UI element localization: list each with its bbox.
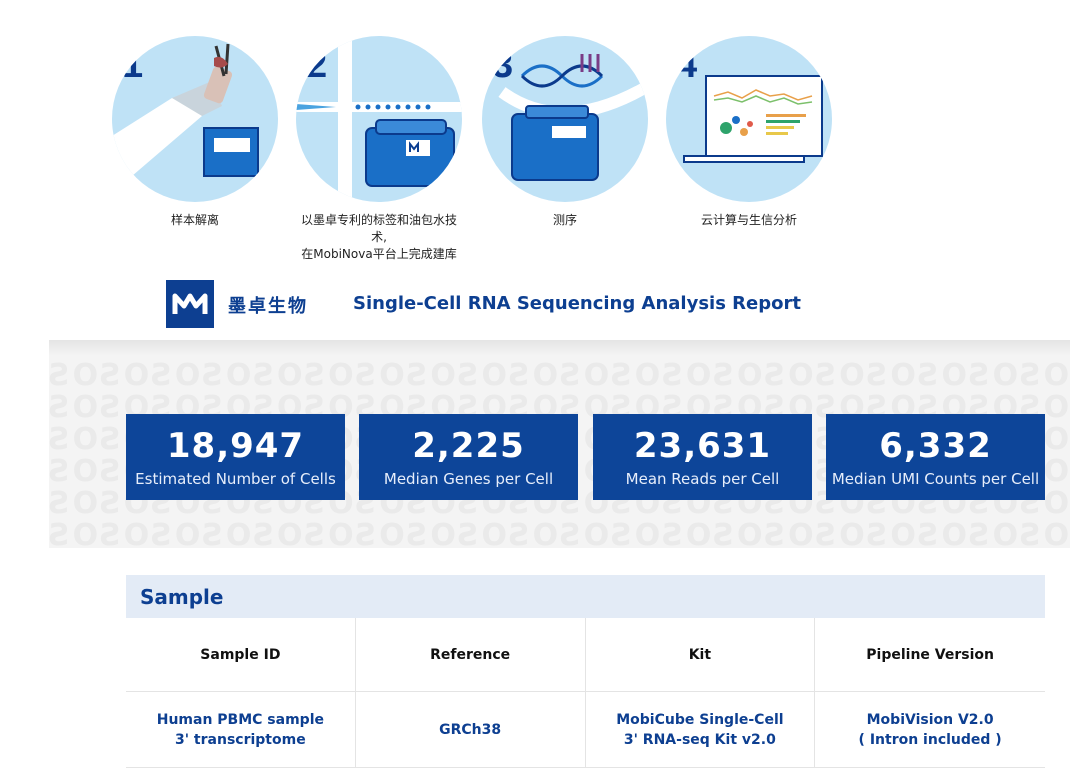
company-logo <box>166 280 214 328</box>
metric-label: Median Genes per Cell <box>383 470 554 488</box>
workflow-step-1: 1 样本解离 <box>110 36 280 229</box>
column-header: Sample ID <box>126 618 356 691</box>
metric-label: Estimated Number of Cells <box>135 470 336 488</box>
sample-table: Sample ID Reference Kit Pipeline Version… <box>126 618 1045 768</box>
metric-card-cells: 18,947 Estimated Number of Cells <box>126 414 345 500</box>
metric-label: Median UMI Counts per Cell <box>831 470 1040 488</box>
metric-value: 6,332 <box>879 426 992 466</box>
step-illustration: 3 <box>482 36 648 202</box>
section-title: Sample <box>140 585 224 609</box>
table-cell: MobiCube Single-Cell 3' RNA-seq Kit v2.0 <box>586 692 816 767</box>
metric-card-umi: 6,332 Median UMI Counts per Cell <box>826 414 1045 500</box>
table-row: Human PBMC sample 3' transcriptome GRCh3… <box>126 692 1045 768</box>
metric-card-reads: 23,631 Mean Reads per Cell <box>593 414 812 500</box>
report-header: 墨卓生物 Single-Cell RNA Sequencing Analysis… <box>166 280 866 328</box>
analysis-monitor-icon <box>683 75 823 163</box>
table-cell: Human PBMC sample 3' transcriptome <box>126 692 356 767</box>
step-caption: 以墨卓专利的标签和油包水技术, 在MobiNova平台上完成建库 <box>300 213 457 261</box>
metric-card-genes: 2,225 Median Genes per Cell <box>359 414 578 500</box>
step-number: 4 <box>676 44 698 86</box>
band-shadow <box>49 340 1070 356</box>
workflow-steps: 1 样本解离 2 <box>0 0 1070 263</box>
step-illustration: 4 <box>666 36 832 202</box>
column-header: Kit <box>586 618 816 691</box>
step-number: 1 <box>122 44 144 86</box>
column-header: Pipeline Version <box>866 646 994 663</box>
step-caption: 测序 <box>552 213 577 227</box>
microfluidic-instrument-icon <box>296 36 462 202</box>
workflow-step-4: 4 云计算与生信分析 <box>664 36 834 229</box>
metric-label: Mean Reads per Cell <box>625 470 780 488</box>
metric-value: 2,225 <box>412 426 525 466</box>
tissue-sample-icon <box>112 43 259 177</box>
workflow-step-2: 2 以墨卓专利的标签和油包水技术, 在MobiNova平台上完成建库 <box>294 36 464 263</box>
step-caption: 云计算与生信分析 <box>700 213 797 227</box>
company-name: 墨卓生物 <box>228 296 308 317</box>
column-header: Reference <box>356 618 586 691</box>
table-header-row: Sample ID Reference Kit Pipeline Version <box>126 618 1045 692</box>
sample-section-header: Sample <box>126 575 1045 618</box>
mobidrop-logo-icon <box>172 293 208 314</box>
table-cell: GRCh38 <box>356 692 586 767</box>
step-illustration: 1 <box>112 36 278 202</box>
report-title: Single-Cell RNA Sequencing Analysis Repo… <box>353 293 801 314</box>
sequencer-icon <box>498 54 648 181</box>
step-illustration: 2 <box>296 36 462 202</box>
workflow-step-3: 3 测序 <box>480 36 650 229</box>
step-number: 2 <box>306 44 328 86</box>
step-caption: 样本解离 <box>170 213 219 227</box>
table-cell: MobiVision V2.0 ( Intron included ) <box>858 711 1002 748</box>
metric-value: 23,631 <box>633 426 772 466</box>
metric-value: 18,947 <box>166 426 305 466</box>
step-number: 3 <box>492 44 514 86</box>
